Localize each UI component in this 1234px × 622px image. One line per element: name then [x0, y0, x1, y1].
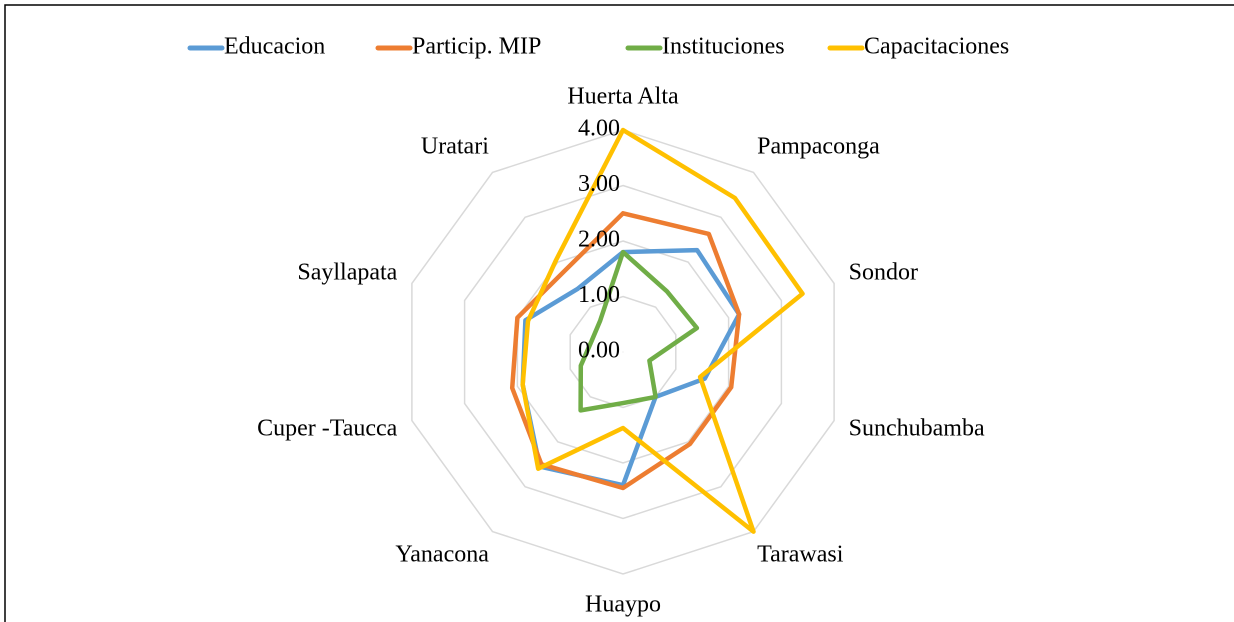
- grid-ring: [569, 295, 677, 409]
- grid: [411, 129, 835, 575]
- category-label: Tarawasi: [757, 541, 844, 567]
- category-label: Sayllapata: [297, 260, 397, 286]
- legend-label: Particip. MIP: [412, 34, 541, 60]
- tick-label: 0.00: [578, 338, 620, 364]
- series-line: [520, 247, 742, 488]
- tick-label: 2.00: [578, 227, 620, 253]
- grid-center: [622, 351, 624, 353]
- series-line: [578, 249, 700, 413]
- tick-label: 4.00: [578, 116, 620, 142]
- legend-label: Instituciones: [662, 34, 785, 60]
- category-label: Pampaconga: [757, 134, 880, 160]
- series-line: [520, 127, 805, 534]
- labels: 0.00 1.00 2.00 3.00 4.00 Huerta Alta Pampacong…: [257, 84, 985, 618]
- series-line: [509, 211, 742, 491]
- chart-frame: [4, 4, 1234, 622]
- category-label: Uratari: [421, 134, 489, 160]
- category-label: Sondor: [849, 260, 918, 286]
- tick-label: 3.00: [578, 171, 620, 197]
- grid-ring: [411, 129, 835, 575]
- category-label: Yanacona: [395, 541, 489, 567]
- grid-ring: [463, 184, 783, 520]
- series-lines: [509, 127, 805, 534]
- grid-ring: [516, 240, 730, 464]
- tick-label: 1.00: [578, 282, 620, 308]
- legend-label: Capacitaciones: [864, 34, 1009, 60]
- legend-label: Educacion: [224, 34, 325, 60]
- category-label: Cuper -Taucca: [257, 415, 398, 441]
- category-label: Huaypo: [585, 592, 661, 618]
- category-label: Huerta Alta: [567, 84, 679, 110]
- category-label: Sunchubamba: [849, 415, 985, 441]
